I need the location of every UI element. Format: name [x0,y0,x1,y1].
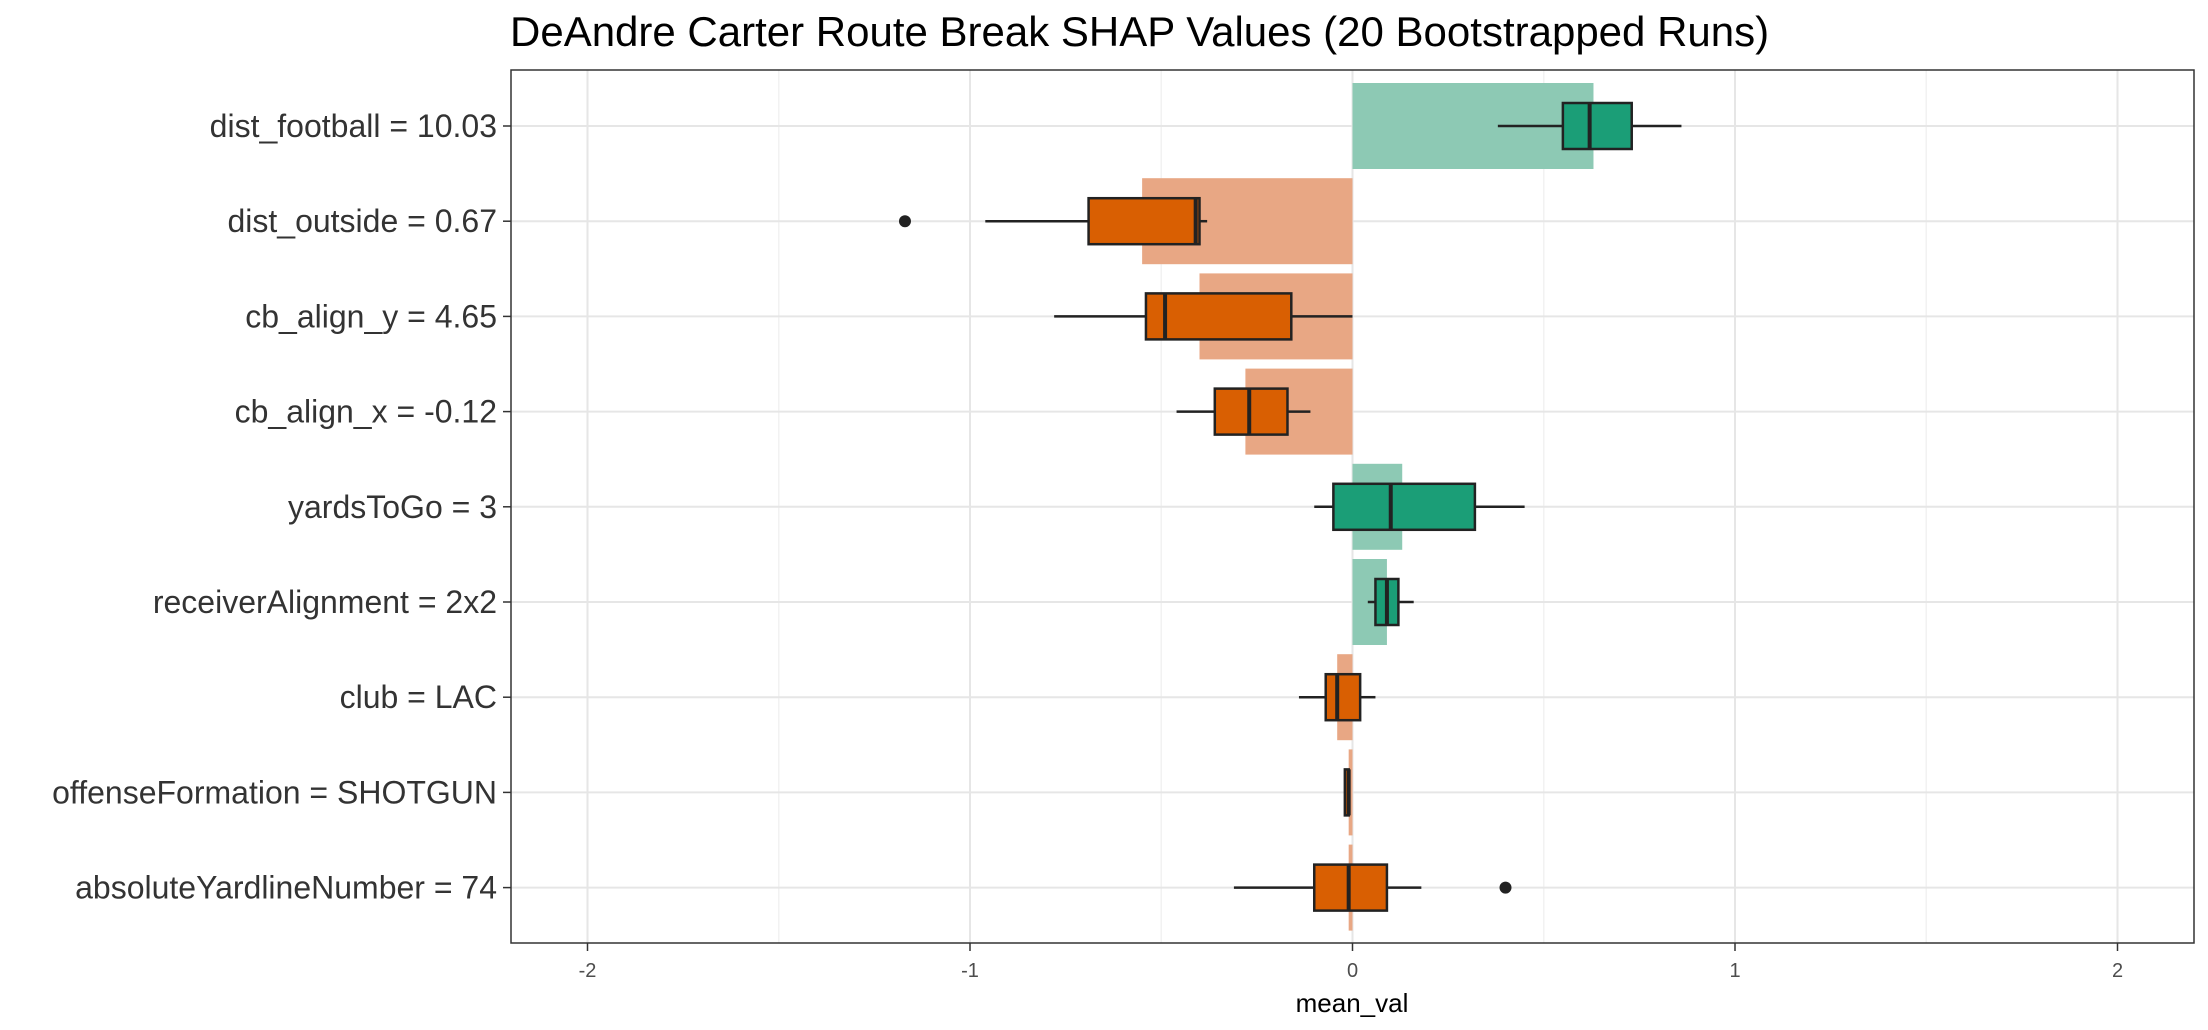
y-tick-label: dist_football = 10.03 [210,108,497,144]
chart-title: DeAndre Carter Route Break SHAP Values (… [510,8,1769,55]
iqr-box [1561,101,1633,151]
x-tick-label: 2 [2112,960,2123,982]
y-tick-label: receiverAlignment = 2x2 [153,584,497,620]
y-axis-labels: dist_football = 10.03 dist_outside = 0.67… [52,108,511,906]
y-tick-label: yardsToGo = 3 [288,489,497,525]
y-tick-label: absoluteYardlineNumber = 74 [75,870,497,906]
y-tick-label: club = LAC [340,679,497,715]
boxplots [898,101,1682,912]
x-axis-label: mean_val [1296,988,1409,1018]
iqr-box [1324,672,1362,722]
y-tick-label: dist_outside = 0.67 [227,203,497,239]
iqr-box [1144,292,1293,341]
outlier-point [1499,881,1512,894]
x-tick-label: -1 [961,960,979,982]
iqr-box [1332,482,1477,532]
x-tick-label: 1 [1729,960,1740,982]
x-axis-ticks: -2 -1 0 1 2 [579,943,2123,982]
iqr-box [1087,196,1201,246]
y-tick-label: offenseFormation = SHOTGUN [52,774,497,810]
x-tick-label: 0 [1347,960,1358,982]
outlier-point [898,215,911,228]
y-tick-label: cb_align_y = 4.65 [245,298,497,334]
x-tick-label: -2 [579,960,597,982]
y-tick-label: cb_align_x = -0.12 [235,394,497,430]
